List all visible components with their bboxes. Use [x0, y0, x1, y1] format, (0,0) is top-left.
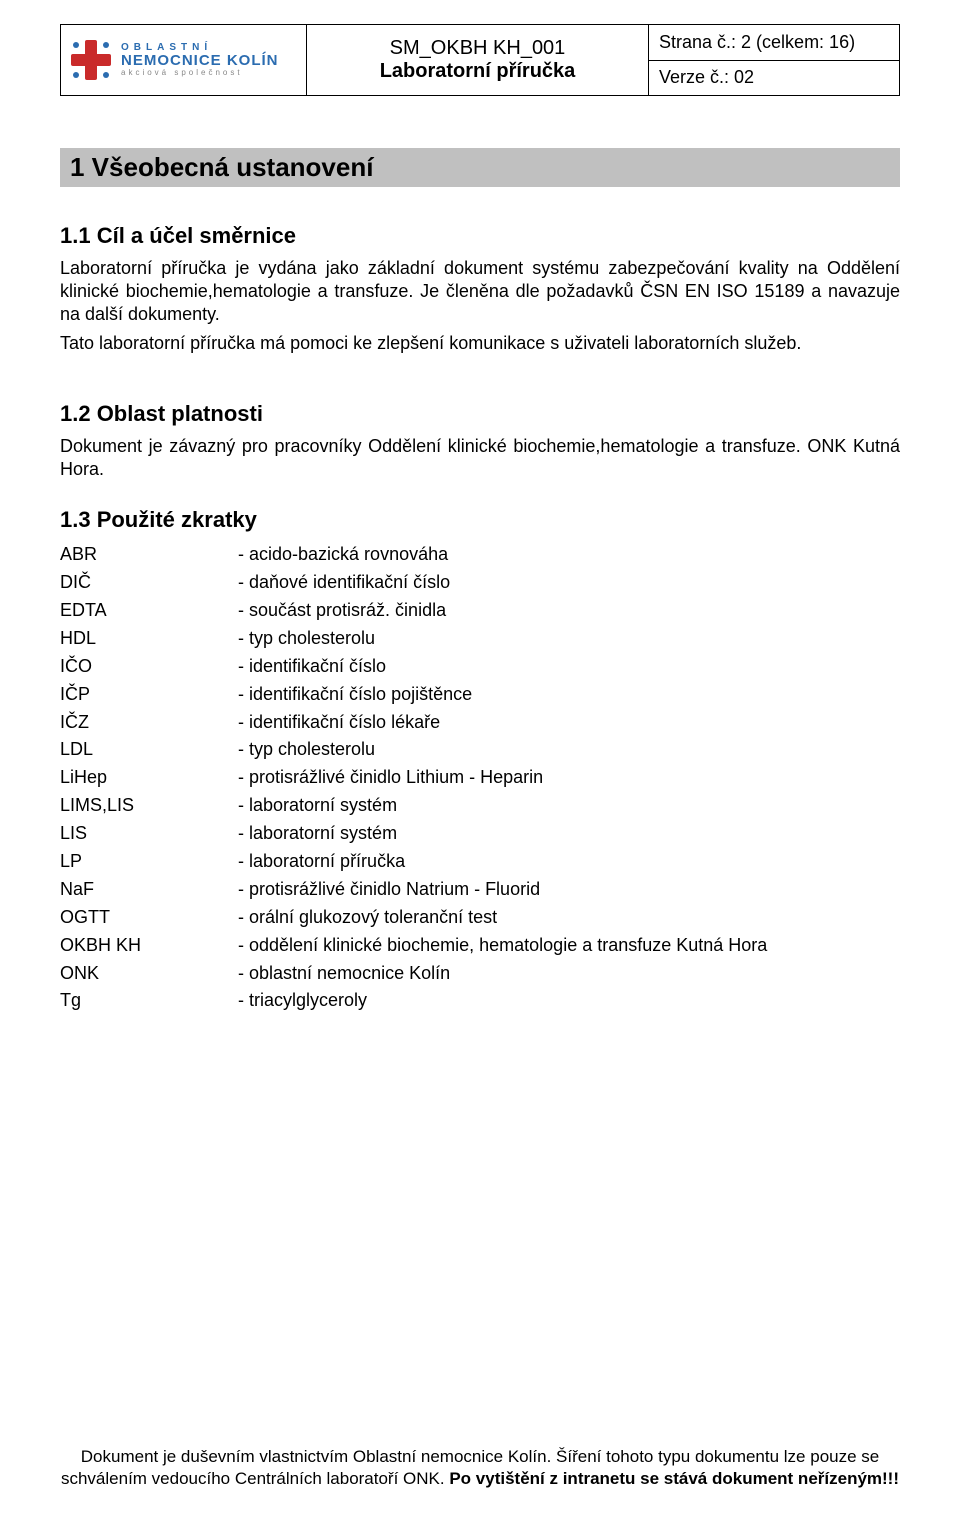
abbr-row: LISlaboratorní systém [60, 820, 900, 848]
abbr-row: HDLtyp cholesterolu [60, 625, 900, 653]
abbr-value: orální glukozový toleranční test [238, 904, 497, 932]
abbr-key: DIČ [60, 569, 238, 597]
abbr-row: EDTAsoučást protisráž. činidla [60, 597, 900, 625]
abbr-value: typ cholesterolu [238, 625, 375, 653]
abbr-key: NaF [60, 876, 238, 904]
abbr-value: identifikační číslo [238, 653, 386, 681]
abbr-key: OKBH KH [60, 932, 238, 960]
doc-title: Laboratorní příručka [380, 60, 576, 83]
version-info: Verze č.: 02 [649, 61, 899, 96]
abbr-row: LDLtyp cholesterolu [60, 736, 900, 764]
abbr-value: daňové identifikační číslo [238, 569, 450, 597]
para-1-1-a: Laboratorní příručka je vydána jako zákl… [60, 257, 900, 326]
doc-id: SM_OKBH KH_001 [390, 37, 566, 60]
abbr-value: laboratorní systém [238, 792, 397, 820]
abbr-row: IČOidentifikační číslo [60, 653, 900, 681]
abbr-value: laboratorní příručka [238, 848, 405, 876]
abbr-key: ABR [60, 541, 238, 569]
abbr-row: ONKoblastní nemocnice Kolín [60, 960, 900, 988]
logo-block: OBLASTNÍ NEMOCNICE KOLÍN akciová společn… [61, 25, 307, 95]
logo-text: OBLASTNÍ NEMOCNICE KOLÍN akciová společn… [121, 43, 279, 78]
heading-1-3: 1.3 Použité zkratky [60, 507, 900, 533]
abbr-row: IČPidentifikační číslo pojištěnce [60, 681, 900, 709]
abbr-key: HDL [60, 625, 238, 653]
abbr-value: součást protisráž. činidla [238, 597, 446, 625]
header-mid: SM_OKBH KH_001 Laboratorní příručka [307, 25, 649, 95]
logo-line2: NEMOCNICE KOLÍN [121, 53, 279, 69]
abbr-row: NaFprotisrážlivé činidlo Natrium - Fluor… [60, 876, 900, 904]
logo-cross-icon [69, 38, 113, 82]
abbr-key: LP [60, 848, 238, 876]
abbr-row: OKBH KHoddělení klinické biochemie, hema… [60, 932, 900, 960]
abbr-value: protisrážlivé činidlo Lithium - Heparin [238, 764, 543, 792]
header-right: Strana č.: 2 (celkem: 16) Verze č.: 02 [649, 25, 899, 95]
abbr-row: LiHepprotisrážlivé činidlo Lithium - Hep… [60, 764, 900, 792]
para-1-2: Dokument je závazný pro pracovníky Odděl… [60, 435, 900, 481]
abbr-value: identifikační číslo lékaře [238, 709, 440, 737]
abbr-value: identifikační číslo pojištěnce [238, 681, 472, 709]
section-heading-1: 1 Všeobecná ustanovení [60, 148, 900, 187]
abbr-key: ONK [60, 960, 238, 988]
abbr-value: laboratorní systém [238, 820, 397, 848]
page-footer: Dokument je duševním vlastnictvím Oblast… [60, 1446, 900, 1490]
abbr-key: LiHep [60, 764, 238, 792]
abbr-key: Tg [60, 987, 238, 1015]
abbr-key: LDL [60, 736, 238, 764]
abbr-row: LPlaboratorní příručka [60, 848, 900, 876]
abbr-row: OGTTorální glukozový toleranční test [60, 904, 900, 932]
abbr-value: protisrážlivé činidlo Natrium - Fluorid [238, 876, 540, 904]
abbr-value: typ cholesterolu [238, 736, 375, 764]
footer-text-2: Po vytištění z intranetu se stává dokume… [449, 1469, 899, 1488]
abbr-key: IČZ [60, 709, 238, 737]
logo-line3: akciová společnost [121, 69, 279, 77]
abbr-row: ABRacido-bazická rovnováha [60, 541, 900, 569]
heading-1-2: 1.2 Oblast platnosti [60, 401, 900, 427]
abbr-key: LIS [60, 820, 238, 848]
abbr-key: OGTT [60, 904, 238, 932]
abbr-key: LIMS,LIS [60, 792, 238, 820]
abbr-key: IČO [60, 653, 238, 681]
abbr-value: oblastní nemocnice Kolín [238, 960, 450, 988]
abbr-key: EDTA [60, 597, 238, 625]
abbr-row: LIMS,LISlaboratorní systém [60, 792, 900, 820]
abbr-row: DIČdaňové identifikační číslo [60, 569, 900, 597]
page-header: OBLASTNÍ NEMOCNICE KOLÍN akciová společn… [60, 24, 900, 96]
page-info: Strana č.: 2 (celkem: 16) [649, 25, 899, 61]
abbr-value: acido-bazická rovnováha [238, 541, 448, 569]
abbr-row: IČZidentifikační číslo lékaře [60, 709, 900, 737]
abbr-key: IČP [60, 681, 238, 709]
heading-1-1: 1.1 Cíl a účel směrnice [60, 223, 900, 249]
abbr-row: Tgtriacylglyceroly [60, 987, 900, 1015]
abbr-value: triacylglyceroly [238, 987, 367, 1015]
para-1-1-b: Tato laboratorní příručka má pomoci ke z… [60, 332, 900, 355]
abbr-value: oddělení klinické biochemie, hematologie… [238, 932, 767, 960]
abbr-list: ABRacido-bazická rovnováhaDIČdaňové iden… [60, 541, 900, 1015]
